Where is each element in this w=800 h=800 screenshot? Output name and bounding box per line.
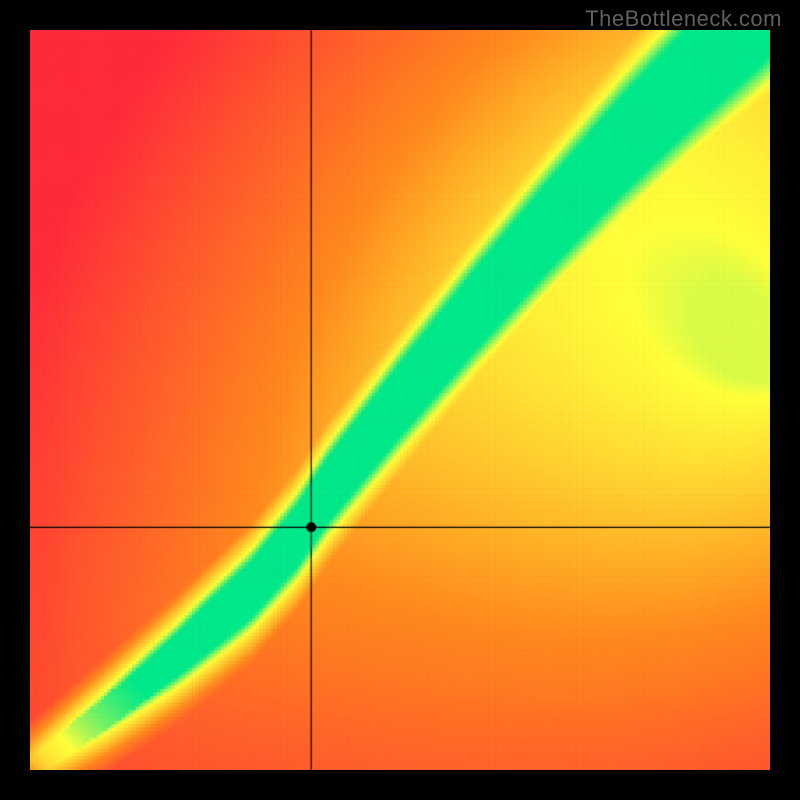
chart-container: TheBottleneck.com [0,0,800,800]
plot-area [30,30,770,770]
heatmap-canvas [30,30,770,770]
watermark-text: TheBottleneck.com [585,6,782,32]
